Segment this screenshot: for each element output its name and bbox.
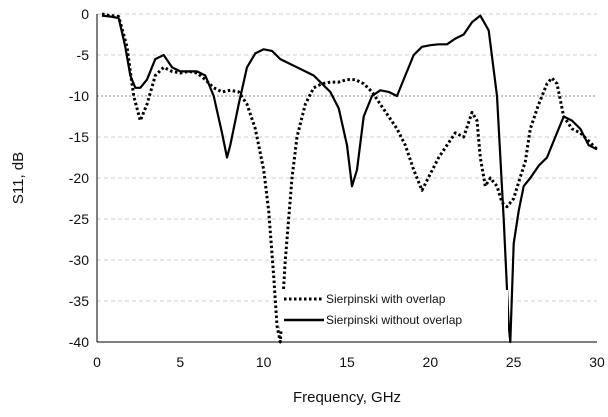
- y-tick-label-0: 0: [81, 6, 89, 22]
- y-tick-label-5: -25: [69, 211, 89, 227]
- x-tick-label-5: 25: [506, 354, 522, 370]
- legend-background: [280, 290, 508, 330]
- y-tick-label-3: -15: [69, 129, 89, 145]
- x-tick-label-6: 30: [589, 354, 605, 370]
- x-tick-label-1: 5: [176, 354, 184, 370]
- x-tick-label-2: 10: [256, 354, 272, 370]
- grid: [97, 13, 597, 302]
- x-tick-label-3: 15: [339, 354, 355, 370]
- legend: Sierpinski with overlap Sierpinski witho…: [280, 290, 508, 330]
- y-tick-label-2: -10: [69, 88, 89, 104]
- y-tick-label-8: -40: [69, 334, 89, 350]
- series-line-without-overlap: [101, 14, 598, 344]
- legend-label-with-overlap: Sierpinski with overlap: [326, 292, 446, 306]
- x-tick-label-0: 0: [93, 354, 101, 370]
- y-axis-label: S11, dB: [10, 152, 27, 204]
- tick-labels: 0 5 10 15 20 25 30 0 -5 -10 -15 -20 -25 -30 -35 -40: [69, 6, 605, 370]
- y-tick-label-7: -35: [69, 293, 89, 309]
- series-layer: [101, 12, 599, 344]
- x-tick-label-4: 20: [423, 354, 439, 370]
- x-axis-label: Frequency, GHz: [293, 389, 401, 406]
- y-tick-label-1: -5: [77, 47, 90, 63]
- legend-label-without-overlap: Sierpinski without overlap: [326, 313, 462, 327]
- y-tick-label-6: -30: [69, 252, 89, 268]
- axes: [96, 14, 597, 343]
- y-tick-label-4: -20: [69, 170, 89, 186]
